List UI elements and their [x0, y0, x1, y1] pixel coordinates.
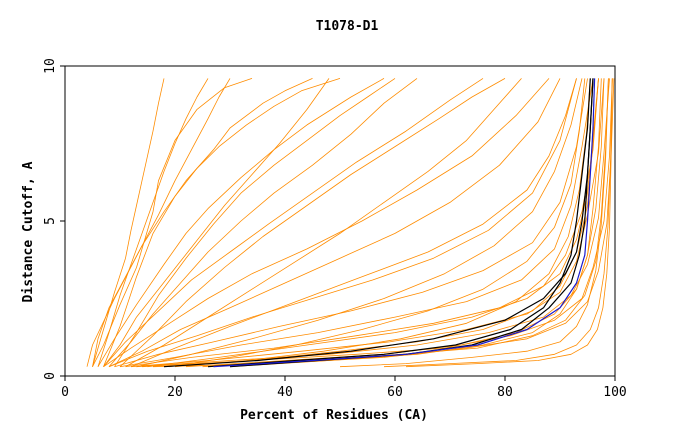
series-line-blue-38 [213, 78, 596, 368]
y-axis-label: Distance Cutoff, A [21, 161, 36, 302]
series-line-orange-12 [141, 78, 613, 368]
x-tick-label-4: 80 [497, 385, 513, 400]
series-line-orange-28 [92, 78, 165, 367]
axes-layer: 0 20 40 60 80 100 0 5 10 [43, 58, 627, 400]
series-line-orange-22 [114, 78, 396, 367]
series-line-orange-33 [169, 78, 586, 368]
series-line-orange-8 [119, 78, 594, 368]
series-line-orange-31 [383, 78, 613, 368]
series-line-orange-17 [147, 78, 599, 368]
plot-frame [64, 65, 616, 377]
series-line-black-36 [207, 78, 591, 368]
series-line-orange-7 [114, 78, 588, 368]
series-line-orange-5 [108, 78, 561, 368]
series-line-orange-10 [130, 78, 605, 368]
x-tick-label-1: 20 [167, 385, 183, 400]
series-line-orange-34 [174, 78, 591, 368]
y-tick-label-1: 5 [43, 217, 58, 225]
series-line-orange-1 [92, 78, 253, 367]
y-tick-label-0: 0 [43, 372, 58, 380]
x-axis-label: Percent of Residues (CA) [240, 408, 428, 423]
series-line-orange-16 [130, 78, 577, 368]
series-line-orange-15 [119, 78, 506, 367]
x-tick-label-0: 0 [61, 385, 69, 400]
series-line-black-37 [229, 78, 594, 368]
series-line-orange-19 [229, 78, 602, 368]
series-line-orange-14 [103, 78, 341, 367]
y-tick-label-2: 10 [43, 58, 58, 74]
series-line-orange-2 [97, 78, 385, 367]
series-line-orange-20 [97, 78, 209, 367]
series-line-orange-25 [136, 78, 583, 368]
series-line-orange-26 [163, 78, 599, 368]
series-line-orange-6 [108, 78, 577, 368]
series-line-orange-32 [405, 78, 613, 368]
series-line-orange-27 [202, 78, 609, 368]
series-line-orange-24 [125, 78, 522, 368]
series-line-orange-30 [339, 78, 609, 368]
series-line-orange-18 [185, 78, 605, 368]
series-line-orange-4 [103, 78, 550, 368]
chart-title: T1078-D1 [316, 19, 379, 34]
series-line-orange-23 [108, 78, 418, 367]
x-tick-label-5: 100 [603, 385, 626, 400]
series-line-orange-21 [92, 78, 231, 367]
series-line-orange-29 [103, 78, 330, 367]
x-tick-label-3: 60 [387, 385, 403, 400]
series-layer [86, 78, 615, 368]
x-tick-label-2: 40 [277, 385, 293, 400]
series-line-orange-11 [136, 78, 610, 368]
